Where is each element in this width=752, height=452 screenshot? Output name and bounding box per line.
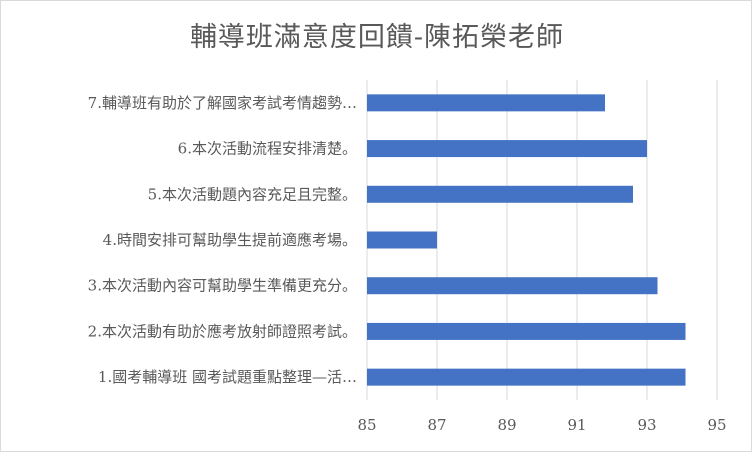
bar: [367, 186, 633, 203]
x-tick-label: 85: [357, 416, 376, 434]
bar: [367, 140, 647, 157]
x-tick-label: 91: [567, 416, 586, 434]
category-labels: 1.國考輔導班 國考試題重點整理—活… 2.本次活動有助於應考放射師證照考試。 3.…: [88, 94, 357, 386]
x-tick-label: 87: [427, 416, 446, 434]
bar: [367, 232, 437, 249]
x-tick-label: 93: [637, 416, 656, 434]
category-label: 4.時間安排可幫助學生提前適應考場。: [103, 231, 357, 249]
category-label: 1.國考輔導班 國考試題重點整理—活…: [98, 368, 357, 386]
category-label: 2.本次活動有助於應考放射師證照考試。: [88, 322, 357, 340]
category-label: 6.本次活動流程安排清楚。: [178, 140, 357, 158]
bar: [367, 369, 686, 386]
x-tick-label: 89: [497, 416, 516, 434]
x-axis-ticks: 85 87 89 91 93 95: [357, 416, 726, 434]
category-label: 3.本次活動內容可幫助學生準備更充分。: [88, 277, 357, 295]
bar: [367, 94, 605, 111]
bar: [367, 277, 658, 294]
bar: [367, 323, 686, 340]
category-label: 5.本次活動題內容充足且完整。: [148, 185, 357, 203]
x-tick-label: 95: [707, 416, 726, 434]
bars: [367, 94, 686, 385]
category-label: 7.輔導班有助於了解國家考試考情趨勢…: [88, 94, 357, 112]
